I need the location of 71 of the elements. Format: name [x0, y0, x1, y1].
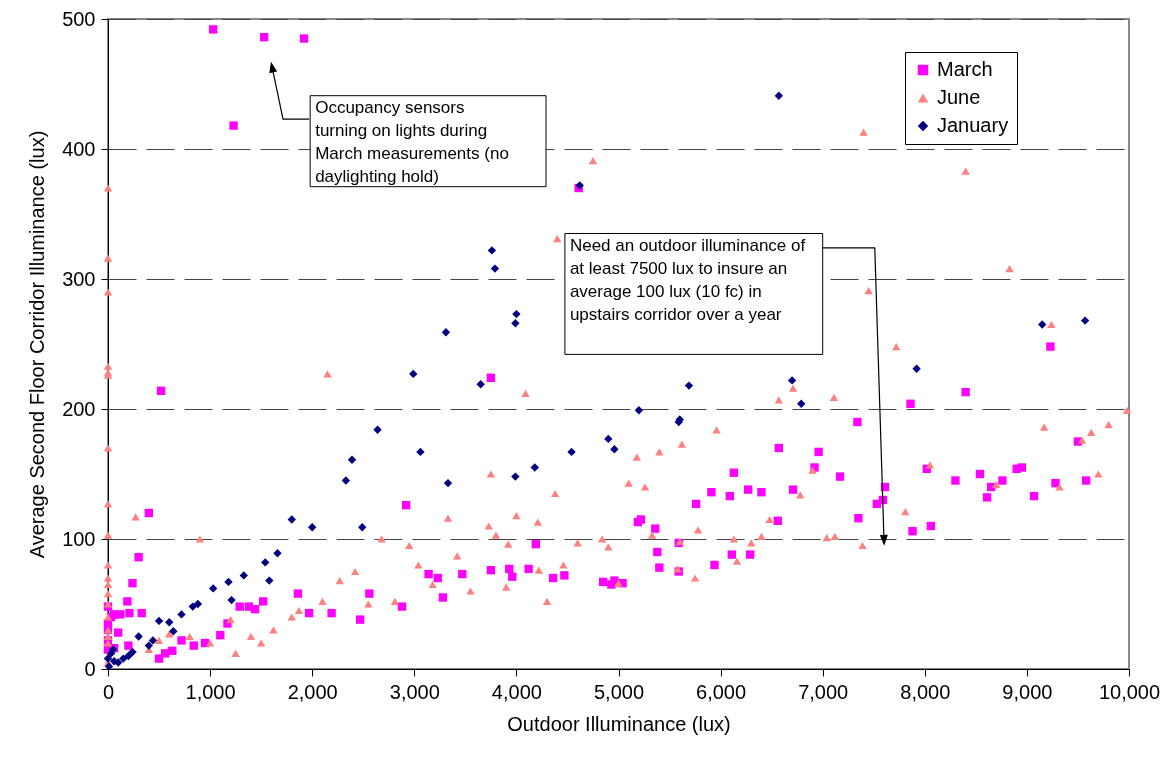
point — [188, 602, 197, 611]
x-tick-label: 7,000 — [798, 680, 849, 703]
point — [441, 328, 451, 337]
point — [511, 472, 520, 481]
point — [634, 406, 644, 415]
point — [1038, 320, 1047, 329]
point — [774, 91, 783, 100]
point — [1080, 316, 1090, 325]
point — [443, 478, 453, 488]
point — [684, 381, 694, 390]
point — [165, 618, 174, 627]
point — [487, 246, 497, 255]
point — [287, 515, 296, 524]
legend-label: January — [937, 114, 1009, 136]
x-tick-label: 5,000 — [593, 680, 645, 703]
point — [567, 447, 576, 457]
point — [610, 445, 619, 454]
point — [265, 576, 274, 585]
x-axis-title: Outdoor Illuminance (lux) — [507, 712, 731, 735]
annotation: Need an outdoor illuminance of at least 7500 lux to insure an average 100 lux (10 fc) in upstairs corridor over a year — [569, 235, 806, 324]
point — [476, 380, 485, 389]
legend-label: June — [937, 86, 981, 108]
point — [148, 636, 158, 645]
point — [224, 577, 233, 587]
x-tick-label: 4,000 — [491, 680, 542, 703]
y-tick-label: 0 — [84, 657, 96, 680]
point — [154, 616, 164, 626]
point — [490, 264, 500, 273]
point — [273, 549, 282, 558]
y-tick-label: 100 — [62, 527, 96, 550]
point — [512, 309, 521, 319]
point — [144, 641, 154, 650]
point — [227, 595, 236, 605]
y-tick-label: 300 — [62, 267, 96, 290]
point — [177, 610, 186, 619]
point — [358, 523, 367, 532]
x-tick-label: 2,000 — [287, 680, 338, 703]
point — [373, 425, 382, 434]
point — [341, 476, 351, 485]
point — [797, 399, 806, 408]
point — [124, 651, 133, 661]
y-axis-title: Average Second Floor Corridor Illuminance (lux) — [26, 130, 49, 559]
point — [261, 558, 270, 567]
point — [604, 434, 613, 444]
point — [347, 455, 357, 464]
point — [193, 599, 203, 609]
point — [208, 584, 218, 593]
point — [511, 319, 520, 328]
y-tick-label: 500 — [62, 7, 96, 30]
point — [308, 523, 317, 532]
point — [416, 447, 425, 457]
x-tick-label: 8,000 — [900, 680, 951, 703]
legend-label: March — [937, 58, 993, 80]
point — [912, 364, 921, 373]
x-tick-label: 9,000 — [1002, 680, 1053, 703]
point — [409, 369, 418, 379]
point — [169, 627, 178, 636]
point — [787, 376, 797, 385]
annotation: Occupancy sensors turning on lights during March measurements (no daylighting hold) — [315, 97, 509, 186]
x-tick-label: 0 — [102, 680, 115, 703]
x-tick-label: 10,000 — [1098, 680, 1161, 703]
point — [128, 647, 137, 657]
x-tick-label: 6,000 — [696, 680, 747, 703]
point — [239, 571, 248, 580]
point — [119, 654, 128, 663]
x-tick-label: 3,000 — [389, 680, 440, 703]
y-tick-label: 200 — [62, 397, 96, 420]
point — [530, 463, 539, 472]
y-tick-label: 400 — [62, 137, 96, 160]
x-tick-label: 1,000 — [185, 680, 236, 703]
point — [134, 632, 143, 641]
